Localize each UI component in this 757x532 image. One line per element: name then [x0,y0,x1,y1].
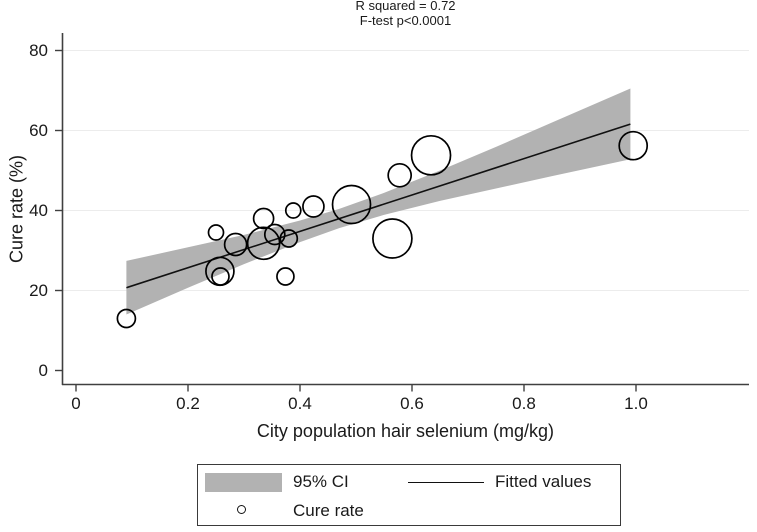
x-tick-label: 1.0 [624,394,648,413]
ci-band-swatch [205,473,282,492]
x-tick-label: 0.2 [176,394,200,413]
chart-title-line2: F-test p<0.0001 [359,13,452,28]
chart-title-line1: R squared = 0.72 [355,0,456,13]
scatter-point [331,184,372,225]
scatter-point [211,267,230,286]
scatter-point [116,308,137,329]
scatter-point [284,202,302,219]
scatter-point [223,232,248,257]
fitted-line-swatch [408,482,484,483]
ci-band [126,88,631,315]
cure-rate-marker-icon [237,505,246,514]
scatter-point [279,229,299,248]
legend-cure-label: Cure rate [293,501,364,520]
scatter-point [276,267,295,286]
x-tick-label: 0.4 [288,394,312,413]
x-tick-label: 0.6 [400,394,424,413]
scatter-point [252,207,275,230]
scatter-point [618,130,649,161]
legend-fitted-label: Fitted values [495,472,592,491]
scatter-point [387,162,413,188]
y-tick-label: 0 [38,360,48,380]
y-axis-title: Cure rate (%) [6,154,27,264]
chart-title: R squared = 0.72 F-test p<0.0001 [62,0,749,28]
y-tick-label: 80 [29,40,48,60]
scatter-point [302,195,325,218]
y-tick-label: 20 [29,280,48,300]
legend: 95% CI Fitted values Cure rate [197,464,621,526]
scatter-point [372,218,413,259]
x-axis-title: City population hair selenium (mg/kg) [256,421,555,441]
x-tick-label: 0 [71,394,81,413]
scatter-point [207,224,225,241]
legend-ci-label: 95% CI [293,472,349,491]
y-tick-label: 40 [29,200,48,220]
scatter-point [410,134,452,176]
scatter-point [263,223,286,246]
fitted-line [126,123,631,289]
x-tick-label: 0.8 [512,394,536,413]
y-tick-label: 60 [29,120,48,140]
scatter-plot-area [55,33,749,392]
